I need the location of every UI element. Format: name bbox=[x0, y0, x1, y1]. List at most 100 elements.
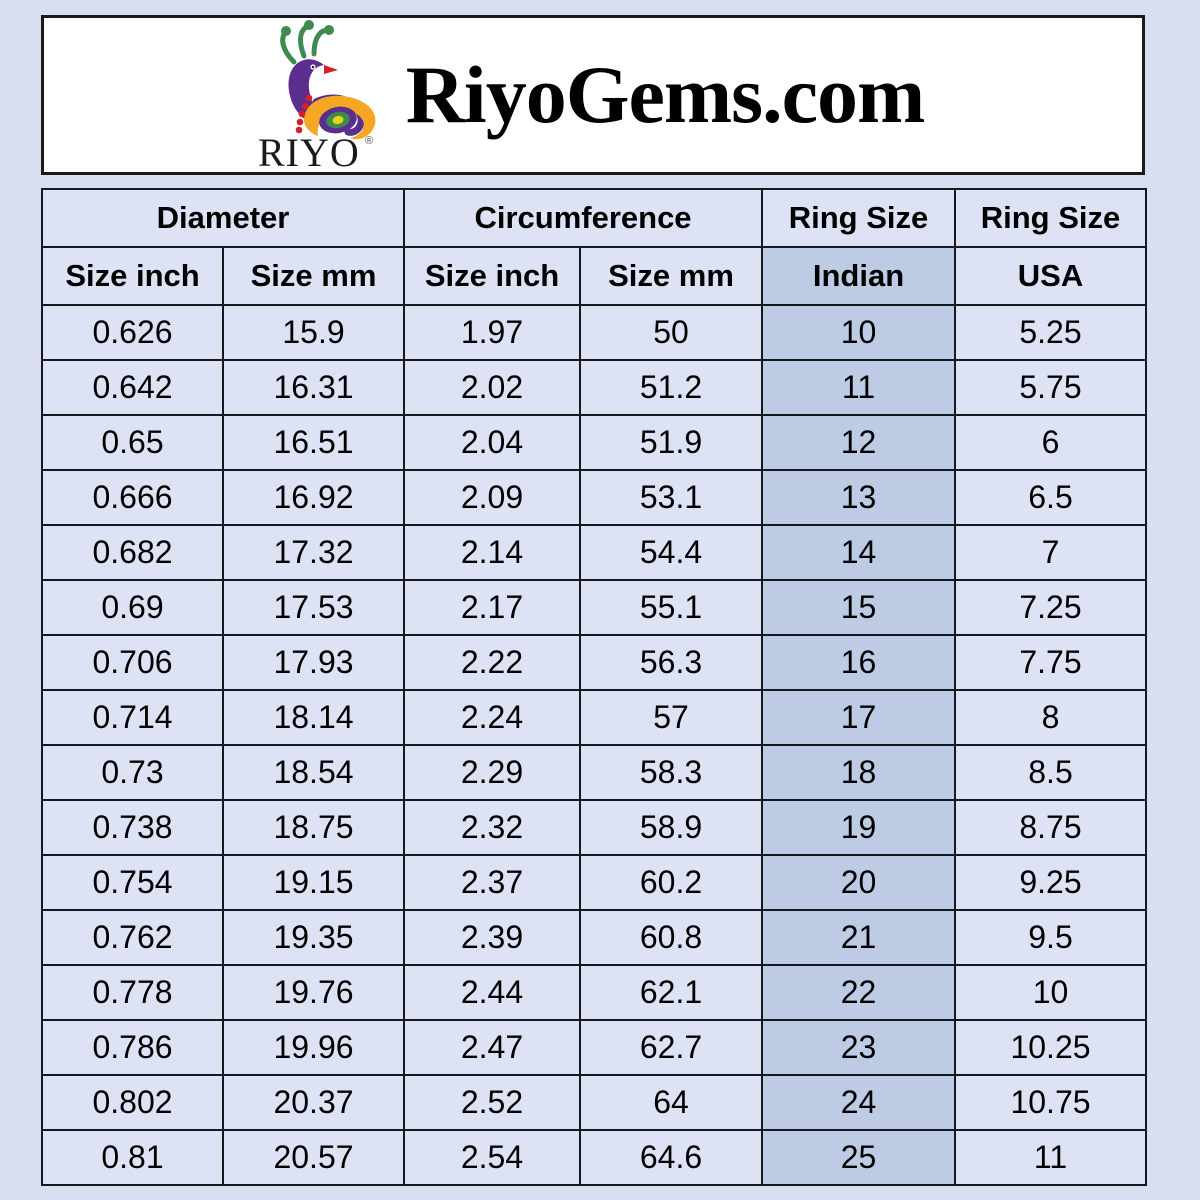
group-header-circumference: Circumference bbox=[403, 188, 763, 248]
cell-ring-size-usa: 10.75 bbox=[954, 1074, 1147, 1131]
cell-ring-size-indian: 25 bbox=[761, 1129, 956, 1186]
cell-circumference-mm: 55.1 bbox=[579, 579, 763, 636]
cell-circumference-inch: 2.39 bbox=[403, 909, 581, 966]
cell-diameter-inch: 0.666 bbox=[41, 469, 224, 526]
cell-circumference-mm: 50 bbox=[579, 304, 763, 361]
cell-ring-size-usa: 9.25 bbox=[954, 854, 1147, 911]
cell-ring-size-usa: 9.5 bbox=[954, 909, 1147, 966]
sub-header-circumference-mm: Size mm bbox=[579, 246, 763, 306]
cell-diameter-mm: 17.32 bbox=[222, 524, 405, 581]
cell-diameter-mm: 15.9 bbox=[222, 304, 405, 361]
cell-circumference-inch: 2.52 bbox=[403, 1074, 581, 1131]
cell-diameter-mm: 17.93 bbox=[222, 634, 405, 691]
cell-diameter-inch: 0.802 bbox=[41, 1074, 224, 1131]
cell-ring-size-usa: 10.25 bbox=[954, 1019, 1147, 1076]
cell-circumference-mm: 54.4 bbox=[579, 524, 763, 581]
cell-diameter-inch: 0.642 bbox=[41, 359, 224, 416]
cell-circumference-inch: 2.14 bbox=[403, 524, 581, 581]
cell-diameter-mm: 20.37 bbox=[222, 1074, 405, 1131]
cell-ring-size-usa: 8 bbox=[954, 689, 1147, 746]
cell-diameter-inch: 0.81 bbox=[41, 1129, 224, 1186]
cell-circumference-mm: 60.8 bbox=[579, 909, 763, 966]
table-row: 0.642 16.31 2.02 51.2 11 5.75 bbox=[41, 359, 1147, 416]
table-row: 0.69 17.53 2.17 55.1 15 7.25 bbox=[41, 579, 1147, 636]
cell-diameter-inch: 0.706 bbox=[41, 634, 224, 691]
cell-circumference-inch: 2.47 bbox=[403, 1019, 581, 1076]
cell-ring-size-indian: 18 bbox=[761, 744, 956, 801]
cell-ring-size-usa: 6 bbox=[954, 414, 1147, 471]
cell-ring-size-indian: 16 bbox=[761, 634, 956, 691]
cell-diameter-inch: 0.786 bbox=[41, 1019, 224, 1076]
cell-ring-size-usa: 11 bbox=[954, 1129, 1147, 1186]
table-row: 0.65 16.51 2.04 51.9 12 6 bbox=[41, 414, 1147, 471]
table-body: 0.626 15.9 1.97 50 10 5.25 0.642 16.31 2.02 51.2 1… bbox=[41, 304, 1147, 1186]
cell-circumference-mm: 58.3 bbox=[579, 744, 763, 801]
group-header-diameter: Diameter bbox=[41, 188, 405, 248]
table-row: 0.778 19.76 2.44 62.1 22 10 bbox=[41, 964, 1147, 1021]
sub-header-diameter-mm: Size mm bbox=[222, 246, 405, 306]
cell-ring-size-indian: 14 bbox=[761, 524, 956, 581]
sub-header-diameter-inch: Size inch bbox=[41, 246, 224, 306]
group-header-ring-size-indian: Ring Size bbox=[761, 188, 956, 248]
cell-ring-size-indian: 22 bbox=[761, 964, 956, 1021]
cell-circumference-inch: 2.09 bbox=[403, 469, 581, 526]
svg-text:®: ® bbox=[365, 135, 373, 147]
table-row: 0.786 19.96 2.47 62.7 23 10.25 bbox=[41, 1019, 1147, 1076]
cell-circumference-inch: 2.44 bbox=[403, 964, 581, 1021]
cell-ring-size-indian: 23 bbox=[761, 1019, 956, 1076]
table-row: 0.706 17.93 2.22 56.3 16 7.75 bbox=[41, 634, 1147, 691]
cell-ring-size-indian: 11 bbox=[761, 359, 956, 416]
cell-circumference-mm: 53.1 bbox=[579, 469, 763, 526]
cell-diameter-mm: 16.92 bbox=[222, 469, 405, 526]
cell-ring-size-usa: 7.75 bbox=[954, 634, 1147, 691]
cell-circumference-mm: 57 bbox=[579, 689, 763, 746]
cell-circumference-inch: 2.02 bbox=[403, 359, 581, 416]
cell-diameter-mm: 18.54 bbox=[222, 744, 405, 801]
cell-diameter-mm: 19.76 bbox=[222, 964, 405, 1021]
brand-inner: RIYO ® RiyoGems.com bbox=[242, 20, 925, 170]
peacock-logo-icon: RIYO ® bbox=[242, 20, 392, 170]
cell-diameter-inch: 0.754 bbox=[41, 854, 224, 911]
sub-header-circumference-inch: Size inch bbox=[403, 246, 581, 306]
cell-ring-size-usa: 5.25 bbox=[954, 304, 1147, 361]
cell-ring-size-indian: 17 bbox=[761, 689, 956, 746]
table-row: 0.73 18.54 2.29 58.3 18 8.5 bbox=[41, 744, 1147, 801]
cell-circumference-mm: 60.2 bbox=[579, 854, 763, 911]
brand-header: RIYO ® RiyoGems.com bbox=[41, 15, 1145, 175]
cell-ring-size-usa: 8.5 bbox=[954, 744, 1147, 801]
cell-circumference-mm: 64.6 bbox=[579, 1129, 763, 1186]
cell-diameter-mm: 19.35 bbox=[222, 909, 405, 966]
cell-circumference-mm: 56.3 bbox=[579, 634, 763, 691]
table-head: Diameter Circumference Ring Size Ring Si… bbox=[41, 188, 1147, 306]
cell-diameter-inch: 0.778 bbox=[41, 964, 224, 1021]
cell-diameter-inch: 0.762 bbox=[41, 909, 224, 966]
sub-header-row: Size inch Size mm Size inch Size mm Indi… bbox=[41, 246, 1147, 306]
cell-diameter-mm: 19.96 bbox=[222, 1019, 405, 1076]
table-row: 0.714 18.14 2.24 57 17 8 bbox=[41, 689, 1147, 746]
group-header-row: Diameter Circumference Ring Size Ring Si… bbox=[41, 188, 1147, 248]
table-row: 0.754 19.15 2.37 60.2 20 9.25 bbox=[41, 854, 1147, 911]
cell-circumference-inch: 2.24 bbox=[403, 689, 581, 746]
cell-circumference-inch: 2.22 bbox=[403, 634, 581, 691]
table-row: 0.682 17.32 2.14 54.4 14 7 bbox=[41, 524, 1147, 581]
cell-circumference-inch: 2.32 bbox=[403, 799, 581, 856]
cell-diameter-inch: 0.714 bbox=[41, 689, 224, 746]
cell-circumference-inch: 2.29 bbox=[403, 744, 581, 801]
cell-ring-size-usa: 6.5 bbox=[954, 469, 1147, 526]
table-row: 0.762 19.35 2.39 60.8 21 9.5 bbox=[41, 909, 1147, 966]
sub-header-usa: USA bbox=[954, 246, 1147, 306]
cell-ring-size-indian: 13 bbox=[761, 469, 956, 526]
cell-circumference-mm: 62.7 bbox=[579, 1019, 763, 1076]
cell-ring-size-indian: 24 bbox=[761, 1074, 956, 1131]
table-row: 0.626 15.9 1.97 50 10 5.25 bbox=[41, 304, 1147, 361]
cell-diameter-inch: 0.65 bbox=[41, 414, 224, 471]
ring-size-table: Diameter Circumference Ring Size Ring Si… bbox=[41, 188, 1147, 1186]
cell-diameter-inch: 0.682 bbox=[41, 524, 224, 581]
cell-ring-size-indian: 21 bbox=[761, 909, 956, 966]
cell-circumference-inch: 2.37 bbox=[403, 854, 581, 911]
cell-diameter-inch: 0.626 bbox=[41, 304, 224, 361]
cell-diameter-mm: 16.51 bbox=[222, 414, 405, 471]
cell-ring-size-usa: 7 bbox=[954, 524, 1147, 581]
table-row: 0.802 20.37 2.52 64 24 10.75 bbox=[41, 1074, 1147, 1131]
